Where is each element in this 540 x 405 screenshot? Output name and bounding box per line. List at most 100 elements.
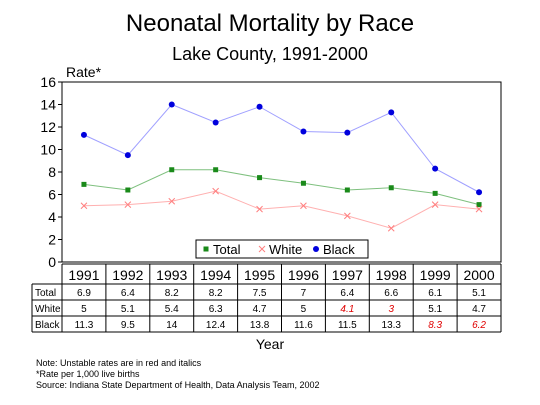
chart-title: Neonatal Mortality by Race [125, 10, 415, 37]
white-value-label: 4.7 [253, 304, 267, 315]
legend-marker-total [203, 246, 209, 252]
black-point [212, 119, 219, 126]
notes: Note: Unstable rates are in red and ital… [36, 358, 320, 391]
total-point [213, 167, 219, 173]
x-tick-label: 1996 [288, 267, 319, 283]
black-point [344, 129, 351, 136]
y-tick-label: 8 [48, 164, 56, 180]
black-point [80, 131, 87, 138]
y-tick-label: 12 [40, 119, 56, 135]
x-tick-label: 1994 [200, 267, 231, 283]
plot-frame [61, 81, 502, 263]
black-value-label: 11.5 [338, 320, 357, 331]
total-point [476, 202, 482, 208]
y-tick-label: 0 [48, 254, 56, 270]
black-point [256, 103, 263, 110]
total-series-line [83, 169, 480, 206]
total-value-label: 6.6 [384, 288, 398, 299]
total-point [344, 187, 350, 193]
total-point [388, 185, 394, 191]
black-point [124, 152, 131, 159]
y-tick-label: 6 [48, 187, 56, 203]
note-unstable: Note: Unstable rates are in red and ital… [36, 358, 202, 368]
total-value-label: 6.1 [428, 288, 442, 299]
total-point [169, 167, 175, 173]
black-point [168, 101, 175, 108]
table-row-label-total: Total [35, 288, 56, 299]
black-value-label: 14 [166, 320, 178, 331]
y-tick-label: 14 [40, 97, 56, 113]
white-point [431, 201, 439, 208]
total-value-label: 6.4 [340, 288, 354, 299]
total-point [81, 181, 87, 187]
x-tick-label: 1992 [112, 267, 143, 283]
black-point [432, 165, 439, 172]
total-point [257, 175, 263, 181]
white-point [212, 187, 220, 195]
legend-label-black: Black [323, 242, 355, 257]
white-point [80, 202, 88, 210]
black-series-line [83, 103, 480, 193]
total-point [432, 190, 438, 196]
black-value-label: 8.3 [428, 320, 442, 331]
white-value-label: 4.1 [340, 304, 354, 315]
y-axis-label: Rate* [66, 64, 102, 80]
white-point [343, 212, 351, 220]
legend-marker-black [313, 246, 319, 252]
total-value-label: 5.1 [472, 288, 486, 299]
total-value-label: 7 [301, 288, 307, 299]
x-tick-label: 1998 [376, 267, 407, 283]
chart-subtitle: Lake County, 1991-2000 [172, 44, 368, 64]
legend-label-white: White [269, 242, 302, 257]
legend-marker-white [258, 245, 266, 253]
total-value-label: 8.2 [209, 288, 223, 299]
total-value-label: 8.2 [165, 288, 179, 299]
x-tick-label: 1999 [420, 267, 451, 283]
total-value-label: 7.5 [253, 288, 267, 299]
legend-box [195, 239, 369, 259]
total-value-label: 6.9 [77, 288, 91, 299]
black-value-label: 13.3 [382, 320, 402, 331]
white-value-label: 4.7 [472, 304, 486, 315]
white-point [475, 205, 483, 213]
total-point [125, 187, 131, 193]
table-row-label-white: White [35, 304, 61, 315]
x-tick-label: 1997 [332, 267, 363, 283]
x-axis-label: Year [255, 336, 285, 352]
y-tick-label: 4 [48, 209, 56, 225]
y-tick-label: 16 [40, 74, 56, 90]
white-point [256, 205, 263, 213]
black-value-label: 11.6 [294, 320, 313, 331]
x-tick-label: 1993 [156, 267, 187, 283]
black-point [388, 109, 395, 116]
white-point [300, 202, 307, 210]
black-value-label: 6.2 [472, 320, 486, 331]
black-value-label: 12.4 [206, 320, 226, 331]
note-rate: *Rate per 1,000 live births [36, 369, 140, 379]
y-tick-label: 2 [48, 232, 56, 248]
y-tick-label: 10 [40, 142, 56, 158]
white-point [387, 224, 395, 232]
note-source: Source: Indiana State Department of Heal… [36, 380, 320, 390]
x-tick-label: 1991 [68, 267, 99, 283]
black-value-label: 11.3 [75, 320, 94, 331]
total-value-label: 6.4 [121, 288, 135, 299]
black-value-label: 9.5 [121, 320, 135, 331]
white-point [168, 197, 176, 205]
black-value-label: 13.8 [250, 320, 270, 331]
white-value-label: 5.1 [121, 304, 135, 315]
x-tick-label: 2000 [463, 267, 494, 283]
total-point [300, 180, 306, 186]
white-value-label: 6.3 [209, 304, 223, 315]
white-value-label: 5.4 [165, 304, 179, 315]
white-value-label: 5 [301, 304, 307, 315]
white-value-label: 5 [81, 304, 87, 315]
white-series-line [83, 190, 480, 229]
black-point [476, 189, 483, 196]
white-value-label: 3 [388, 304, 394, 315]
x-tick-label: 1995 [244, 267, 275, 283]
table-row-label-black: Black [35, 320, 60, 331]
black-point [300, 128, 307, 135]
white-value-label: 5.1 [428, 304, 442, 315]
